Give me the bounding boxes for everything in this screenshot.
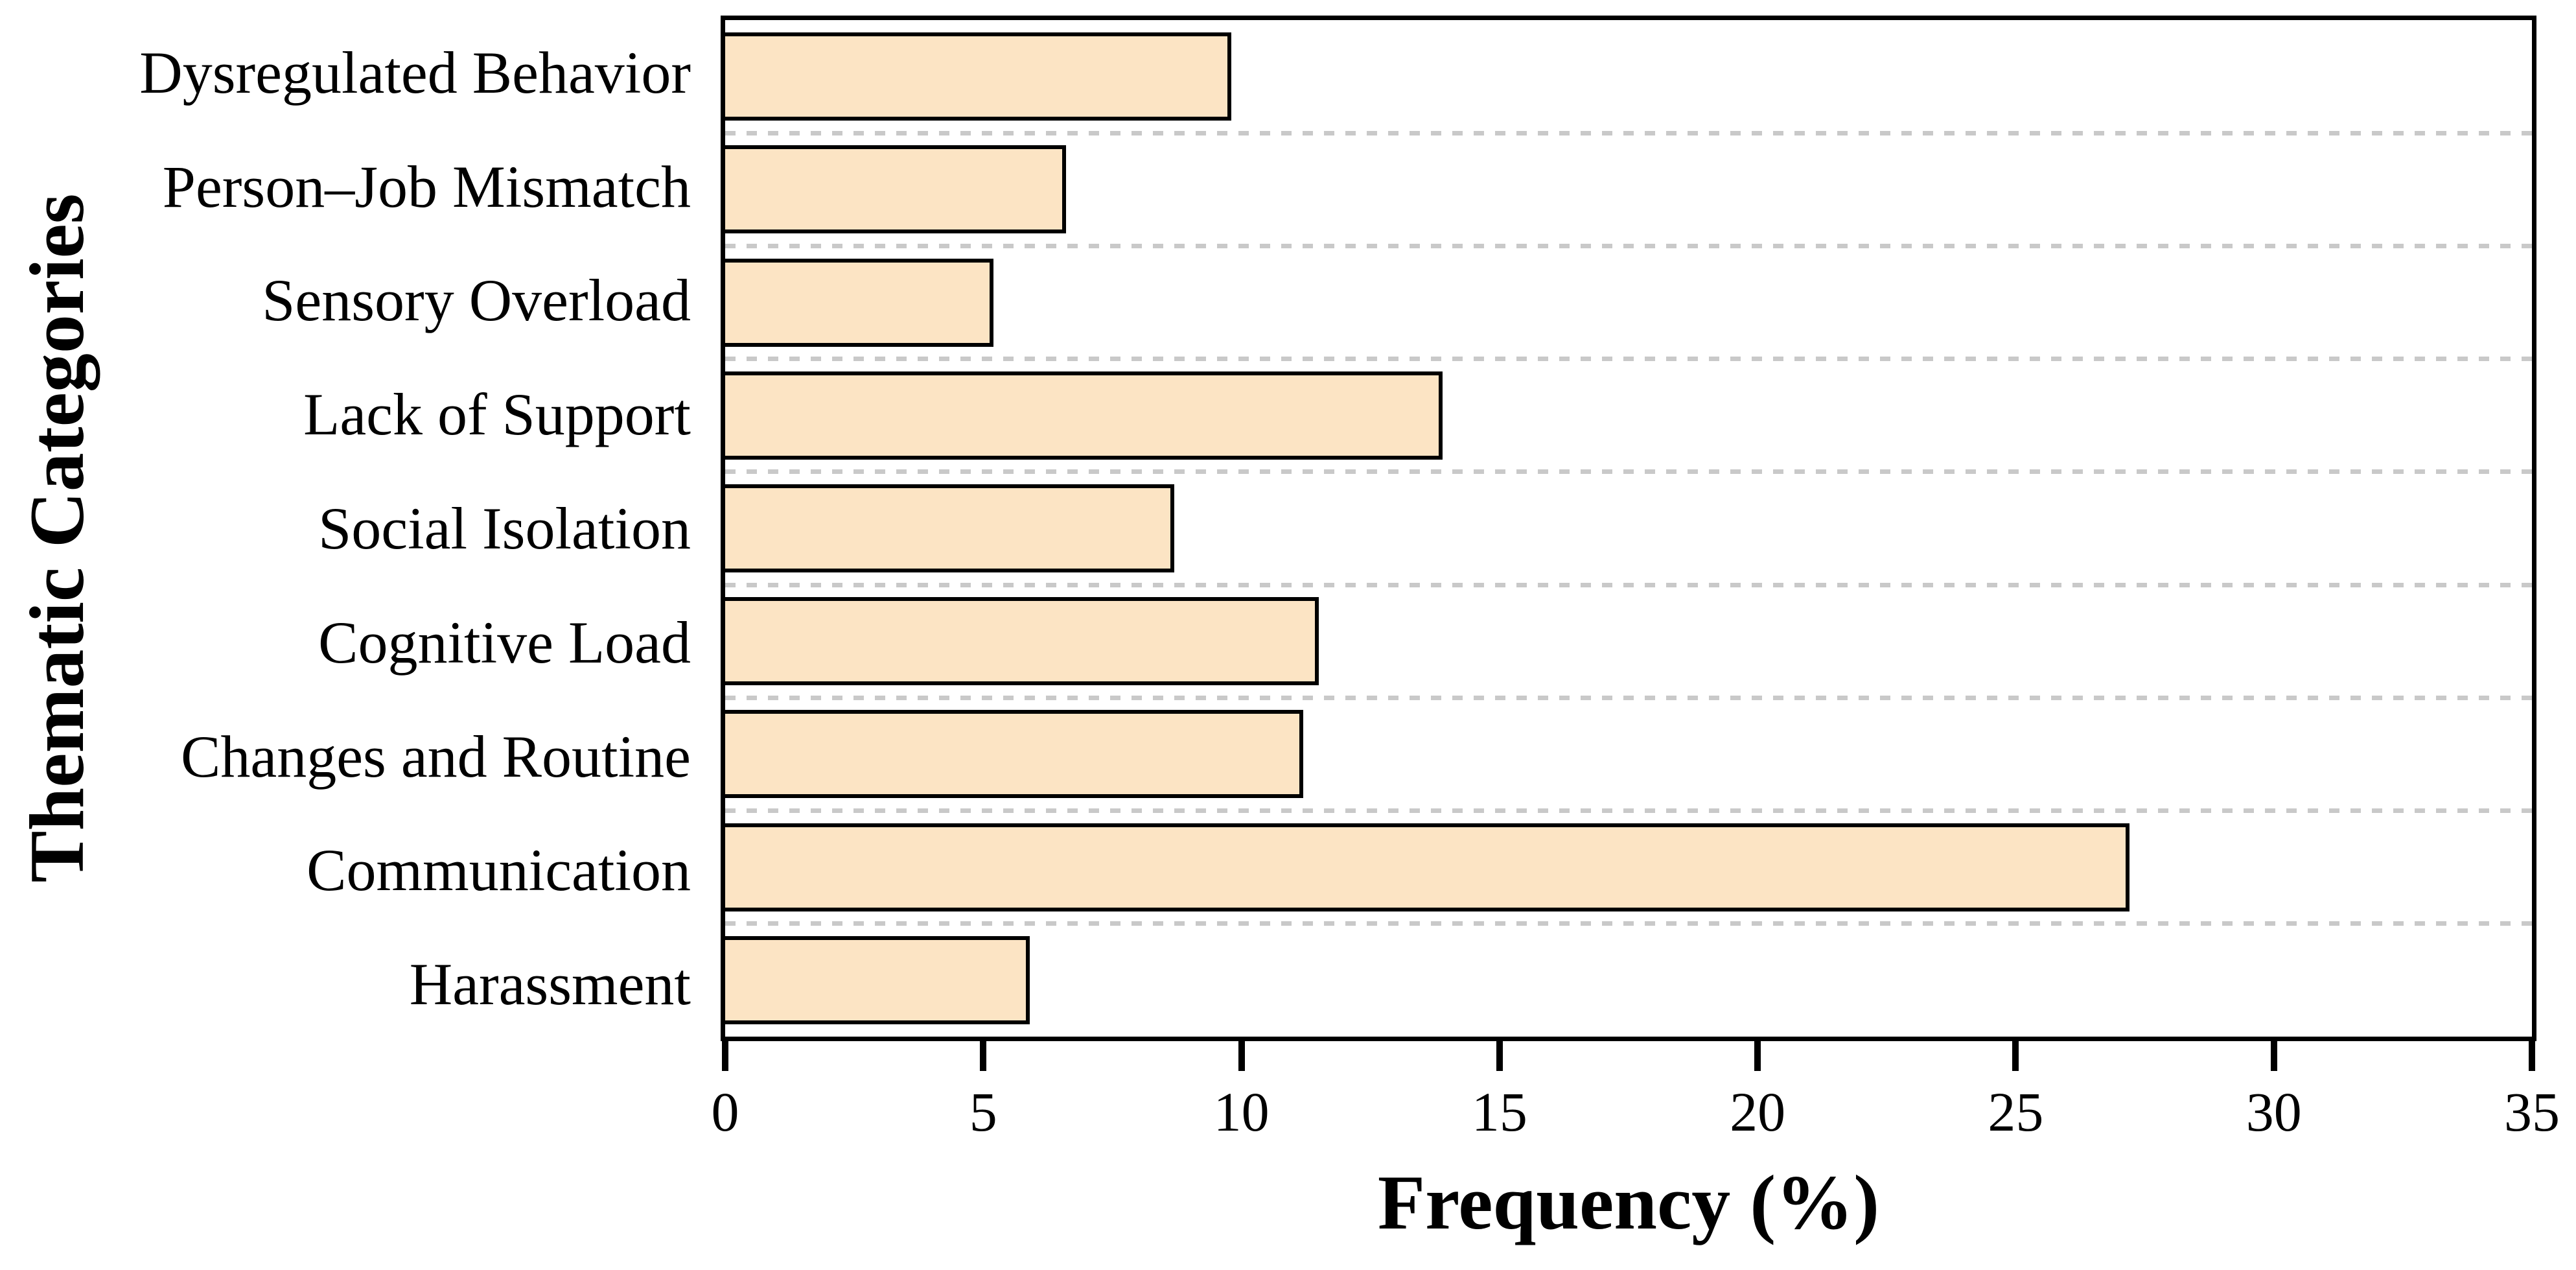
bar-lack-of-support [725,371,1443,460]
bar-sensory-overload [725,258,994,347]
category-label-8: Communication [307,837,691,904]
category-label-2: Person–Job Mismatch [162,153,691,220]
category-label-1: Dysregulated Behavior [139,39,691,106]
x-tick-label-0: 0 [711,1081,739,1143]
category-label-5: Social Isolation [318,495,691,562]
bar-social-isolation [725,484,1175,572]
category-label-3: Sensory Overload [262,267,691,334]
x-tick-mark-30 [2270,1041,2277,1071]
bar-communication [725,823,2129,911]
x-tick-label-5: 5 [969,1081,997,1143]
x-tick-mark-10 [1238,1041,1245,1071]
x-tick-mark-35 [2529,1041,2535,1071]
plot-area [721,16,2536,1041]
x-tick-label-10: 10 [1213,1081,1270,1143]
plot-inner-area [725,20,2532,1037]
x-axis-title: Frequency (%) [1377,1159,1880,1245]
bar-harassment [725,935,1030,1024]
bar-person-job-mismatch [725,145,1066,234]
gridline [725,921,2532,926]
y-axis-category-labels: Dysregulated Behavior Person–Job Mismatch… [0,16,695,1041]
x-tick-label-25: 25 [1988,1081,2044,1143]
x-tick-label-30: 30 [2245,1081,2302,1143]
category-label-9: Harassment [409,951,691,1018]
category-label-4: Lack of Support [303,381,691,448]
category-label-7: Changes and Routine [181,723,691,790]
gridline [725,469,2532,475]
x-tick-mark-5 [980,1041,987,1071]
category-label-6: Cognitive Load [318,609,691,676]
x-tick-label-20: 20 [1730,1081,1786,1143]
gridline [725,808,2532,814]
gridline [725,243,2532,248]
gridline [725,357,2532,362]
gridline [725,130,2532,135]
bar-changes-and-routine [725,710,1304,799]
x-tick-label-35: 35 [2504,1081,2560,1143]
x-tick-mark-15 [1496,1041,1503,1071]
bar-cognitive-load [725,597,1319,686]
x-tick-label-15: 15 [1471,1081,1527,1143]
x-tick-mark-0 [722,1041,728,1071]
x-tick-mark-20 [1754,1041,1761,1071]
gridline [725,582,2532,587]
bar-dysregulated-behavior [725,32,1231,121]
x-tick-mark-25 [2012,1041,2019,1071]
gridline [725,695,2532,700]
